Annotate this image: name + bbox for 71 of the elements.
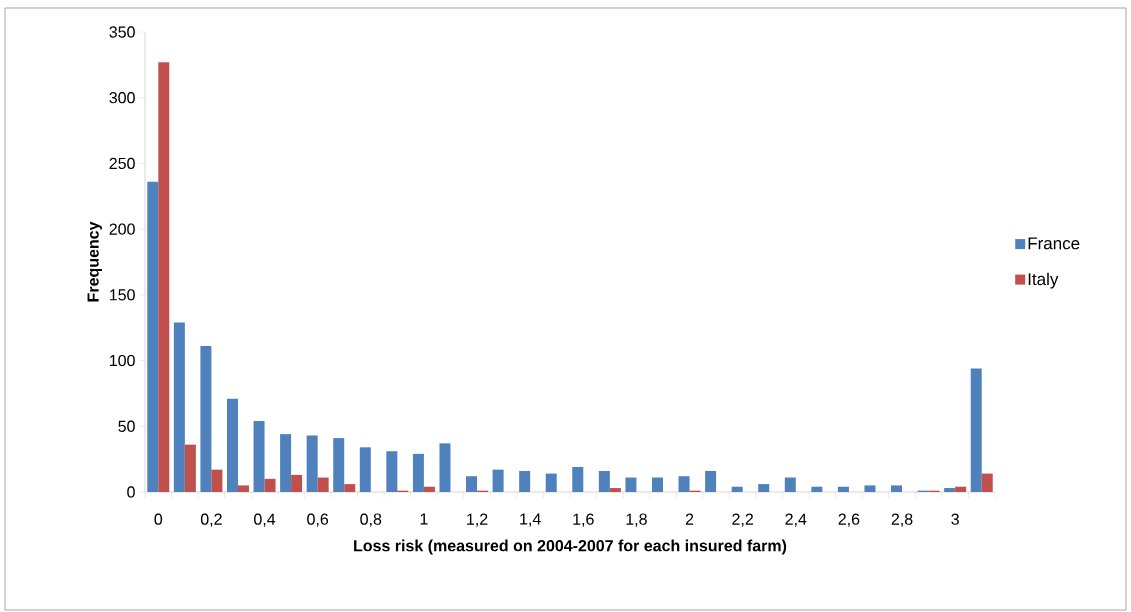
bar (572, 467, 584, 492)
y-tick-label: 100 (110, 354, 135, 367)
x-tick-label: 0,2 (200, 513, 222, 527)
bar (811, 486, 823, 492)
bar (439, 443, 451, 492)
x-tick-label: 1,8 (626, 513, 647, 527)
x-tick-label: 0,4 (254, 513, 276, 527)
bar (837, 486, 849, 492)
bar (291, 474, 303, 492)
bar (412, 453, 424, 492)
bar (981, 473, 993, 492)
bar (944, 488, 956, 492)
bar (184, 444, 196, 492)
legend-label: France (1028, 237, 1080, 250)
bar (864, 485, 876, 492)
x-tick-label: 2 (685, 513, 694, 525)
bar (970, 368, 982, 492)
y-tick-label: 300 (109, 92, 135, 104)
bar (359, 447, 371, 492)
bar (784, 477, 796, 492)
y-tick-label: 150 (110, 289, 135, 301)
bar (344, 484, 356, 492)
bar (237, 485, 249, 492)
bar (705, 470, 717, 492)
x-tick-label: 0,6 (307, 513, 329, 527)
x-tick-label: 2,6 (838, 513, 860, 527)
bar (306, 435, 318, 492)
y-tick-label: 200 (109, 223, 135, 235)
x-tick-label: 3 (951, 513, 959, 525)
bar (678, 476, 690, 492)
bar (253, 421, 265, 492)
bar (955, 486, 967, 492)
bar (651, 477, 663, 492)
bar (609, 488, 621, 492)
bar (598, 470, 610, 492)
bar (545, 473, 557, 492)
y-tick-label: 50 (118, 420, 135, 432)
bar (758, 484, 770, 492)
y-tick-label: 350 (109, 26, 135, 38)
bar (226, 398, 238, 492)
bar (158, 62, 170, 492)
bar (280, 434, 292, 492)
bar (625, 477, 637, 492)
x-tick-label: 0 (154, 513, 163, 525)
x-tick-label: 2,4 (785, 513, 807, 527)
bar (147, 181, 159, 492)
bar (386, 451, 398, 492)
bar (423, 486, 435, 492)
bar (466, 476, 478, 492)
bar (200, 346, 212, 492)
x-tick-label: 1,4 (520, 513, 541, 527)
x-tick-label: 1,2 (467, 513, 488, 527)
bar (333, 438, 345, 492)
bar (891, 485, 903, 492)
bar (317, 477, 329, 492)
bar (211, 469, 223, 492)
bar (173, 322, 185, 492)
y-tick-label: 0 (127, 486, 135, 498)
bar (264, 478, 276, 492)
x-tick-label: 0,8 (360, 513, 382, 527)
bar (731, 486, 743, 492)
x-tick-label: 2,2 (732, 513, 753, 527)
y-tick-label: 250 (109, 157, 135, 170)
bar (492, 469, 504, 492)
x-tick-label: 1,6 (573, 513, 594, 527)
y-axis-title: Frequency (87, 221, 102, 302)
x-tick-label: 1 (420, 513, 428, 525)
legend-label: Italy (1028, 272, 1059, 289)
x-axis-title: Loss risk (measured on 2004-2007 for each insured farm) (354, 539, 787, 555)
bar (519, 470, 531, 492)
x-tick-label: 2,8 (891, 513, 913, 527)
